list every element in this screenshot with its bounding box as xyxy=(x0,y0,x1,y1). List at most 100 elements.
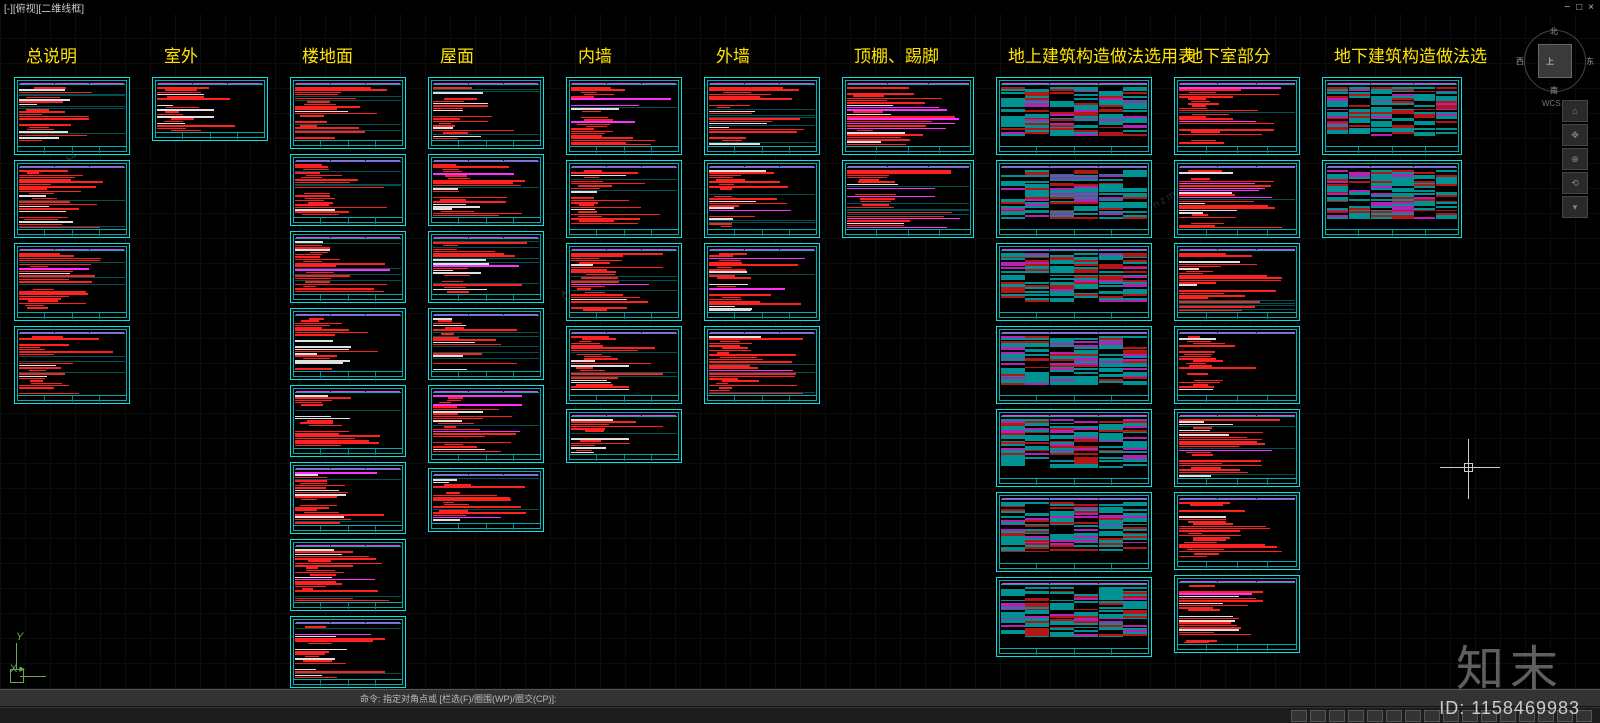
column: 室外 xyxy=(152,42,272,689)
column: 地上建筑构造做法选用表 xyxy=(996,42,1156,689)
drawing-sheet[interactable] xyxy=(1174,243,1300,321)
drawing-sheet[interactable] xyxy=(1322,160,1462,238)
drawing-sheet[interactable] xyxy=(566,326,682,404)
column: 顶棚、踢脚 xyxy=(842,42,978,689)
drawing-sheet[interactable] xyxy=(996,243,1152,321)
status-toggle[interactable] xyxy=(1310,710,1326,722)
status-toggle[interactable] xyxy=(1386,710,1402,722)
status-toggle[interactable] xyxy=(1481,710,1497,722)
column-title: 地下建筑构造做法选 xyxy=(1334,42,1487,67)
drawing-sheet[interactable] xyxy=(566,160,682,238)
status-toggle[interactable] xyxy=(1405,710,1421,722)
status-toggle[interactable] xyxy=(1500,710,1516,722)
column: 内墙 xyxy=(566,42,686,689)
column: 外墙 xyxy=(704,42,824,689)
status-toggle[interactable] xyxy=(1291,710,1307,722)
drawing-sheet[interactable] xyxy=(428,385,544,463)
column-title: 内墙 xyxy=(578,42,612,67)
column: 楼地面 xyxy=(290,42,410,689)
column-title: 顶棚、踢脚 xyxy=(854,42,939,67)
model-space-canvas[interactable]: 知末 知末 www.znzmo.com 总说明室外楼地面屋面内墙外墙顶棚、踢脚地… xyxy=(0,14,1600,689)
viewcube-west[interactable]: 西 xyxy=(1516,56,1524,67)
status-toggle[interactable] xyxy=(1462,710,1478,722)
drawing-sheet[interactable] xyxy=(290,308,406,380)
column: 屋面 xyxy=(428,42,548,689)
drawing-sheet[interactable] xyxy=(14,243,130,321)
drawing-sheet[interactable] xyxy=(428,77,544,149)
status-toggle[interactable] xyxy=(1557,710,1573,722)
column-title: 屋面 xyxy=(440,42,474,67)
minimize-button[interactable]: − xyxy=(1564,2,1570,13)
drawing-sheet[interactable] xyxy=(428,231,544,303)
viewcube-top-face[interactable] xyxy=(1538,44,1572,78)
viewcube-east[interactable]: 东 xyxy=(1586,56,1594,67)
drawing-sheet[interactable] xyxy=(1174,326,1300,404)
drawing-sheet[interactable] xyxy=(428,308,544,380)
nav-button[interactable]: ▾ xyxy=(1562,196,1588,218)
viewcube-north[interactable]: 北 xyxy=(1550,26,1558,37)
drawing-sheet[interactable] xyxy=(428,468,544,532)
drawing-sheet[interactable] xyxy=(996,77,1152,155)
drawing-sheet[interactable] xyxy=(290,231,406,303)
drawing-sheet[interactable] xyxy=(842,160,974,238)
column-title: 外墙 xyxy=(716,42,750,67)
drawing-sheet[interactable] xyxy=(1174,77,1300,155)
maximize-button[interactable]: □ xyxy=(1576,2,1582,13)
drawing-sheet[interactable] xyxy=(1174,160,1300,238)
status-toggle[interactable] xyxy=(1576,710,1592,722)
drawing-sheet[interactable] xyxy=(704,160,820,238)
drawing-sheet[interactable] xyxy=(290,539,406,611)
drawing-sheet[interactable] xyxy=(996,160,1152,238)
drawing-sheet[interactable] xyxy=(428,154,544,226)
viewcube-wcs[interactable]: WCS xyxy=(1542,99,1561,108)
drawing-sheet[interactable] xyxy=(704,326,820,404)
drawing-sheet[interactable] xyxy=(704,77,820,155)
drawing-sheet[interactable] xyxy=(290,616,406,688)
nav-button[interactable]: ⊕ xyxy=(1562,148,1588,170)
status-toggle[interactable] xyxy=(1519,710,1535,722)
viewcube[interactable]: 北 南 西 东 上 WCS xyxy=(1522,28,1588,94)
drawing-sheet[interactable] xyxy=(842,77,974,155)
drawing-sheet[interactable] xyxy=(152,77,268,141)
drawing-sheet[interactable] xyxy=(1174,409,1300,487)
drawing-sheet[interactable] xyxy=(290,154,406,226)
drawing-sheet[interactable] xyxy=(996,577,1152,657)
nav-button[interactable]: ⌂ xyxy=(1562,100,1588,122)
drawing-sheet[interactable] xyxy=(14,160,130,238)
status-bar xyxy=(0,707,1600,723)
viewport-label[interactable]: [-][俯视][二维线框] xyxy=(4,0,84,15)
drawing-sheet[interactable] xyxy=(290,385,406,457)
drawing-sheet[interactable] xyxy=(566,77,682,155)
status-toggle[interactable] xyxy=(1443,710,1459,722)
status-toggle[interactable] xyxy=(1367,710,1383,722)
drawing-sheet[interactable] xyxy=(14,326,130,404)
status-toggle[interactable] xyxy=(1348,710,1364,722)
drawing-sheet[interactable] xyxy=(14,77,130,155)
status-toggle[interactable] xyxy=(1329,710,1345,722)
status-toggle[interactable] xyxy=(1538,710,1554,722)
drawing-sheet[interactable] xyxy=(566,409,682,463)
command-history-text: 命令: 指定对角点或 [栏选(F)/圈围(WP)/圈交(CP)]: xyxy=(0,692,557,705)
viewcube-south[interactable]: 南 xyxy=(1550,85,1558,96)
drawing-sheet[interactable] xyxy=(290,462,406,534)
drawing-columns: 总说明室外楼地面屋面内墙外墙顶棚、踢脚地上建筑构造做法选用表地下室部分地下建筑构… xyxy=(0,14,1600,689)
drawing-sheet[interactable] xyxy=(996,492,1152,572)
viewcube-top[interactable]: 上 xyxy=(1546,56,1554,67)
drawing-sheet[interactable] xyxy=(566,243,682,321)
drawing-sheet[interactable] xyxy=(704,243,820,321)
ucs-y-label: Y xyxy=(16,631,23,643)
status-toggle[interactable] xyxy=(1424,710,1440,722)
ucs-y-axis xyxy=(16,643,17,669)
navigation-bar: ⌂✥⊕⟲▾ xyxy=(1562,100,1588,218)
drawing-sheet[interactable] xyxy=(1174,492,1300,570)
close-button[interactable]: × xyxy=(1588,2,1594,13)
drawing-sheet[interactable] xyxy=(290,77,406,149)
nav-button[interactable]: ✥ xyxy=(1562,124,1588,146)
column: 地下建筑构造做法选 xyxy=(1322,42,1466,689)
drawing-sheet[interactable] xyxy=(1174,575,1300,653)
nav-button[interactable]: ⟲ xyxy=(1562,172,1588,194)
drawing-sheet[interactable] xyxy=(996,326,1152,404)
drawing-sheet[interactable] xyxy=(1322,77,1462,155)
ucs-origin-icon xyxy=(10,669,24,683)
drawing-sheet[interactable] xyxy=(996,409,1152,487)
